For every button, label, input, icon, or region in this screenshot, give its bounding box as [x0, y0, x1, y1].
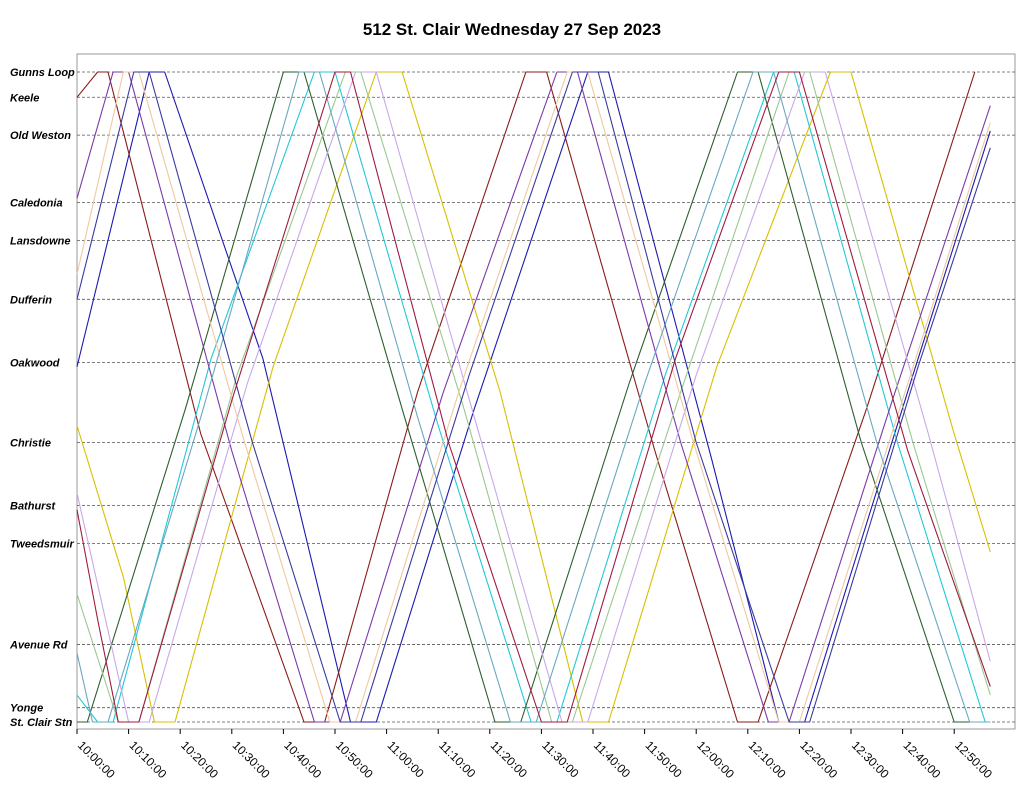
x-tick-label: 12:10:00 — [746, 738, 789, 781]
stop-label: Gunns Loop — [10, 67, 75, 79]
x-tick-label: 12:50:00 — [952, 738, 995, 781]
x-tick-label: 12:00:00 — [694, 738, 737, 781]
stop-label: Lansdowne — [10, 235, 71, 247]
x-tick-label: 10:00:00 — [75, 738, 118, 781]
stop-gridlines — [77, 71, 1015, 723]
x-tick-label: 12:30:00 — [849, 738, 892, 781]
stop-label: Caledonia — [10, 198, 63, 210]
vehicle-trip-line — [77, 71, 991, 723]
x-tick-label: 12:40:00 — [900, 738, 943, 781]
x-tick-label: 11:20:00 — [488, 738, 531, 781]
stop-labels: Gunns Loop Keele Old Weston Caledonia Lansdo… — [9, 67, 75, 729]
stop-label: Tweedsmuir — [10, 539, 74, 551]
stop-label: Old Weston — [10, 130, 71, 142]
vehicle-trip-line — [76, 71, 991, 723]
vehicle-trip-line — [76, 71, 991, 723]
x-tick-label: 11:00:00 — [384, 738, 427, 781]
x-tick-label: 10:10:00 — [126, 738, 169, 781]
x-tick-label: 11:10:00 — [436, 738, 479, 781]
plot-area — [76, 53, 1016, 730]
x-tick-label: 12:20:00 — [797, 738, 840, 781]
vehicle-trip-line — [76, 71, 991, 723]
vehicle-trip-line — [76, 71, 991, 723]
x-axis-ticks: 10:00:00 10:10:00 10:20:00 10:30:00 10:40:00… — [75, 729, 995, 781]
stop-label: Dufferin — [10, 294, 52, 306]
x-tick-label: 10:20:00 — [178, 738, 221, 781]
stop-label: Bathurst — [10, 501, 57, 513]
x-tick-label: 11:50:00 — [642, 738, 685, 781]
vehicle-trip-lines — [76, 71, 991, 723]
vehicle-trip-line — [76, 71, 991, 723]
stop-label: Oakwood — [10, 357, 60, 369]
x-tick-label: 10:40:00 — [281, 738, 324, 781]
stop-label: Yonge — [10, 703, 43, 715]
stop-label: Avenue Rd — [9, 640, 68, 652]
x-tick-label: 10:50:00 — [333, 738, 376, 781]
chart-title: 512 St. Clair Wednesday 27 Sep 2023 — [362, 20, 662, 39]
stop-label: St. Clair Stn — [10, 717, 73, 729]
stop-label: Keele — [10, 92, 39, 104]
x-tick-label: 10:30:00 — [230, 738, 273, 781]
stop-label: Christie — [10, 437, 51, 449]
vehicle-trip-line — [76, 71, 976, 723]
x-tick-label: 11:30:00 — [539, 738, 582, 781]
x-tick-label: 11:40:00 — [591, 738, 634, 781]
